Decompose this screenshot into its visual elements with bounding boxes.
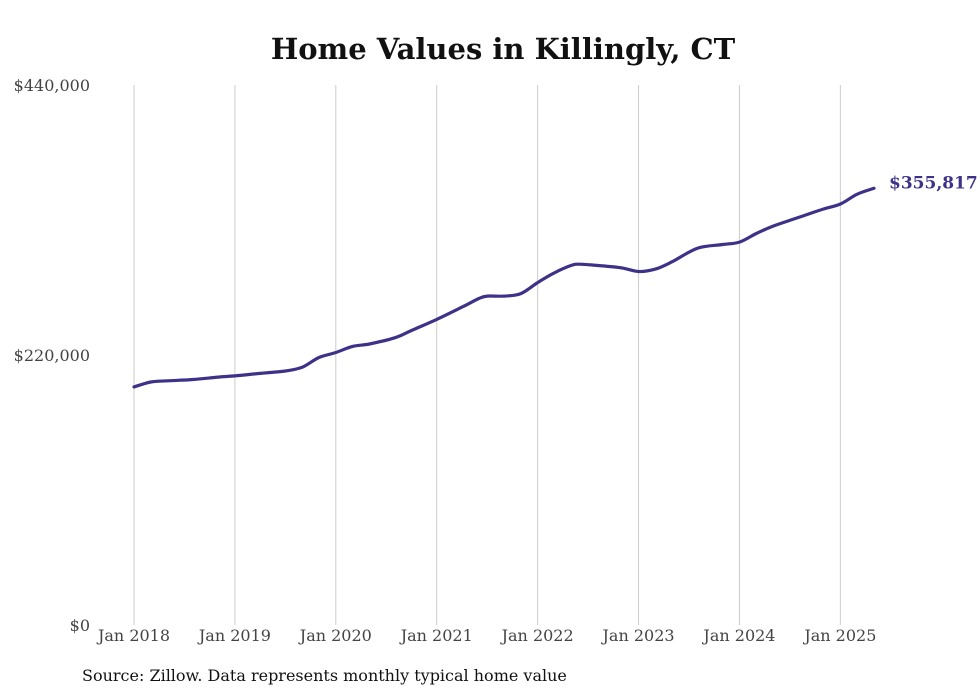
grid-lines [133, 85, 841, 625]
x-axis-labels: Jan 2018 Jan 2019 Jan 2020 Jan 2021 Jan 2022… [96, 626, 876, 645]
x-tick-label: Jan 2020 [298, 626, 372, 645]
x-tick-label: Jan 2025 [802, 626, 876, 645]
source-note: Source: Zillow. Data represents monthly … [82, 666, 567, 685]
x-tick-label: Jan 2023 [601, 626, 675, 645]
home-value-line [132, 186, 876, 389]
x-tick-label: Jan 2022 [500, 626, 574, 645]
latest-value-label: $355,817 [889, 173, 978, 193]
x-tick-label: Jan 2019 [197, 626, 271, 645]
y-tick-label: $0 [70, 616, 90, 635]
y-tick-label: $440,000 [14, 76, 90, 95]
y-tick-label: $220,000 [14, 346, 90, 365]
x-tick-label: Jan 2021 [399, 626, 473, 645]
y-axis-labels: $0 $220,000 $440,000 [14, 76, 90, 635]
x-tick-label: Jan 2024 [701, 626, 775, 645]
chart-title: Home Values in Killingly, CT [271, 32, 736, 66]
x-tick-label: Jan 2018 [96, 626, 170, 645]
